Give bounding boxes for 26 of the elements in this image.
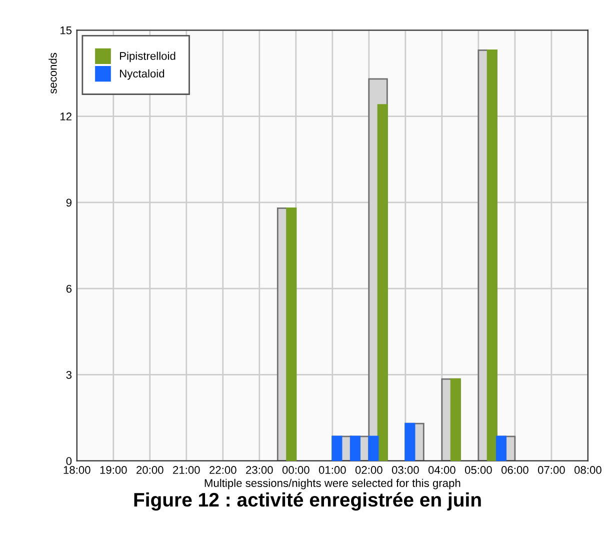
y-tick-label: 3	[66, 370, 72, 379]
y-tick-label: 12	[60, 112, 72, 120]
x-tick-label: 02:00	[355, 466, 382, 474]
y-tick-label: 6	[66, 284, 72, 293]
y-tick-label: 15	[60, 26, 72, 34]
x-tick-label: 07:00	[538, 466, 565, 474]
x-tick-label: 22:00	[210, 466, 236, 474]
x-tick-label: 00:00	[282, 466, 310, 474]
x-tick-label: 21:00	[173, 466, 200, 474]
y-tick-label: 0	[66, 457, 72, 466]
x-tick-label: 04:00	[428, 466, 456, 474]
x-tick-label: 23:00	[246, 466, 273, 474]
legend-label: Pipistrelloid	[120, 52, 176, 62]
x-tick-label: 18:00	[64, 466, 90, 474]
x-tick-label: 03:00	[392, 466, 419, 474]
y-tick-label: 9	[66, 198, 72, 207]
x-tick-label: 20:00	[136, 466, 164, 474]
legend-label: Nyctaloid	[120, 69, 164, 80]
y-axis-title: seconds	[48, 52, 57, 94]
x-tick-label: 01:00	[318, 466, 346, 474]
x-tick-label: 19:00	[100, 466, 127, 474]
x-tick-label: 08:00	[574, 466, 602, 474]
caption: Figure 12 : activité enregistrée en juin	[134, 492, 481, 511]
x-tick-label: 05:00	[464, 466, 492, 474]
x-tick-label: 06:00	[501, 466, 528, 474]
x-axis-title: Multiple sessions/nights were selected for this graph	[204, 478, 460, 490]
